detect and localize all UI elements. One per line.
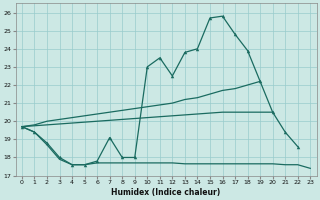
X-axis label: Humidex (Indice chaleur): Humidex (Indice chaleur): [111, 188, 221, 197]
